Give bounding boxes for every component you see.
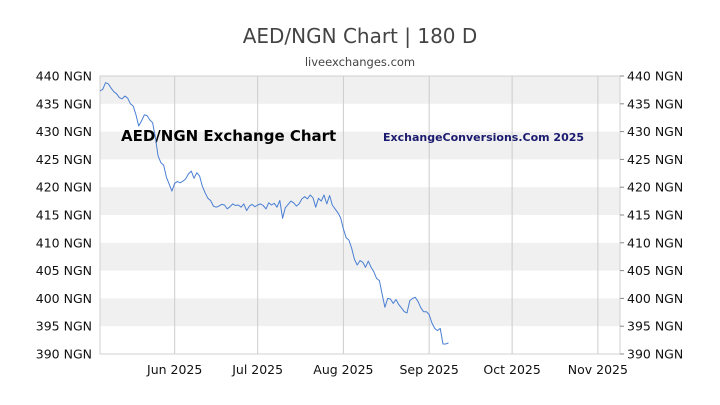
y-tick-label-right: 440 NGN <box>627 69 683 84</box>
y-tick-label-right: 415 NGN <box>627 208 683 223</box>
x-axis: Jun 2025 Jul 2025 Aug 2025 Sep 2025 Oct 2025… <box>146 362 628 377</box>
y-tick-label-left: 395 NGN <box>36 319 92 334</box>
y-tick-label-left: 425 NGN <box>36 152 92 167</box>
chart-subtitle: liveexchanges.com <box>304 55 416 69</box>
x-tick-label: Jul 2025 <box>231 362 283 377</box>
y-axis-left: 440 NGN 435 NGN 430 NGN 425 NGN 420 NGN 415 N… <box>36 69 92 362</box>
y-tick-label-left: 415 NGN <box>36 208 92 223</box>
x-tick-label: Jun 2025 <box>146 362 202 377</box>
grid-band <box>100 298 620 327</box>
y-tick-label-left: 420 NGN <box>36 180 92 195</box>
grid-band <box>100 131 620 160</box>
y-tick-label-left: 410 NGN <box>36 235 92 250</box>
y-axis-right: 440 NGN 435 NGN 430 NGN 425 NGN 420 NGN 415 N… <box>620 69 683 362</box>
x-tick-label: Sep 2025 <box>399 362 458 377</box>
y-tick-label-right: 395 NGN <box>627 319 683 334</box>
y-tick-label-right: 435 NGN <box>627 96 683 111</box>
chart-title: AED/NGN Chart | 180 D <box>242 24 478 48</box>
x-tick-label: Nov 2025 <box>568 362 628 377</box>
x-tick-label: Aug 2025 <box>313 362 373 377</box>
y-tick-label-right: 420 NGN <box>627 180 683 195</box>
y-tick-label-left: 390 NGN <box>36 347 92 362</box>
grid-band <box>100 242 620 271</box>
y-tick-label-right: 425 NGN <box>627 152 683 167</box>
y-tick-label-right: 405 NGN <box>627 263 683 278</box>
vertical-gridlines <box>174 76 599 354</box>
grid-band <box>100 76 620 104</box>
y-tick-label-left: 400 NGN <box>36 291 92 306</box>
y-tick-label-left: 405 NGN <box>36 263 92 278</box>
series-layer <box>99 82 449 345</box>
x-tick-label: Oct 2025 <box>483 362 540 377</box>
grid-bands <box>100 76 620 327</box>
y-tick-label-left: 430 NGN <box>36 124 92 139</box>
series-line <box>99 82 449 345</box>
y-tick-label-right: 410 NGN <box>627 235 683 250</box>
watermark-left: AED/NGN Exchange Chart <box>121 127 336 145</box>
grid-band <box>100 187 620 215</box>
y-tick-label-right: 430 NGN <box>627 124 683 139</box>
y-tick-label-right: 400 NGN <box>627 291 683 306</box>
y-tick-label-left: 435 NGN <box>36 96 92 111</box>
watermark-right: ExchangeConversions.Com 2025 <box>383 131 584 144</box>
y-tick-label-right: 390 NGN <box>627 347 683 362</box>
y-tick-label-left: 440 NGN <box>36 69 92 84</box>
